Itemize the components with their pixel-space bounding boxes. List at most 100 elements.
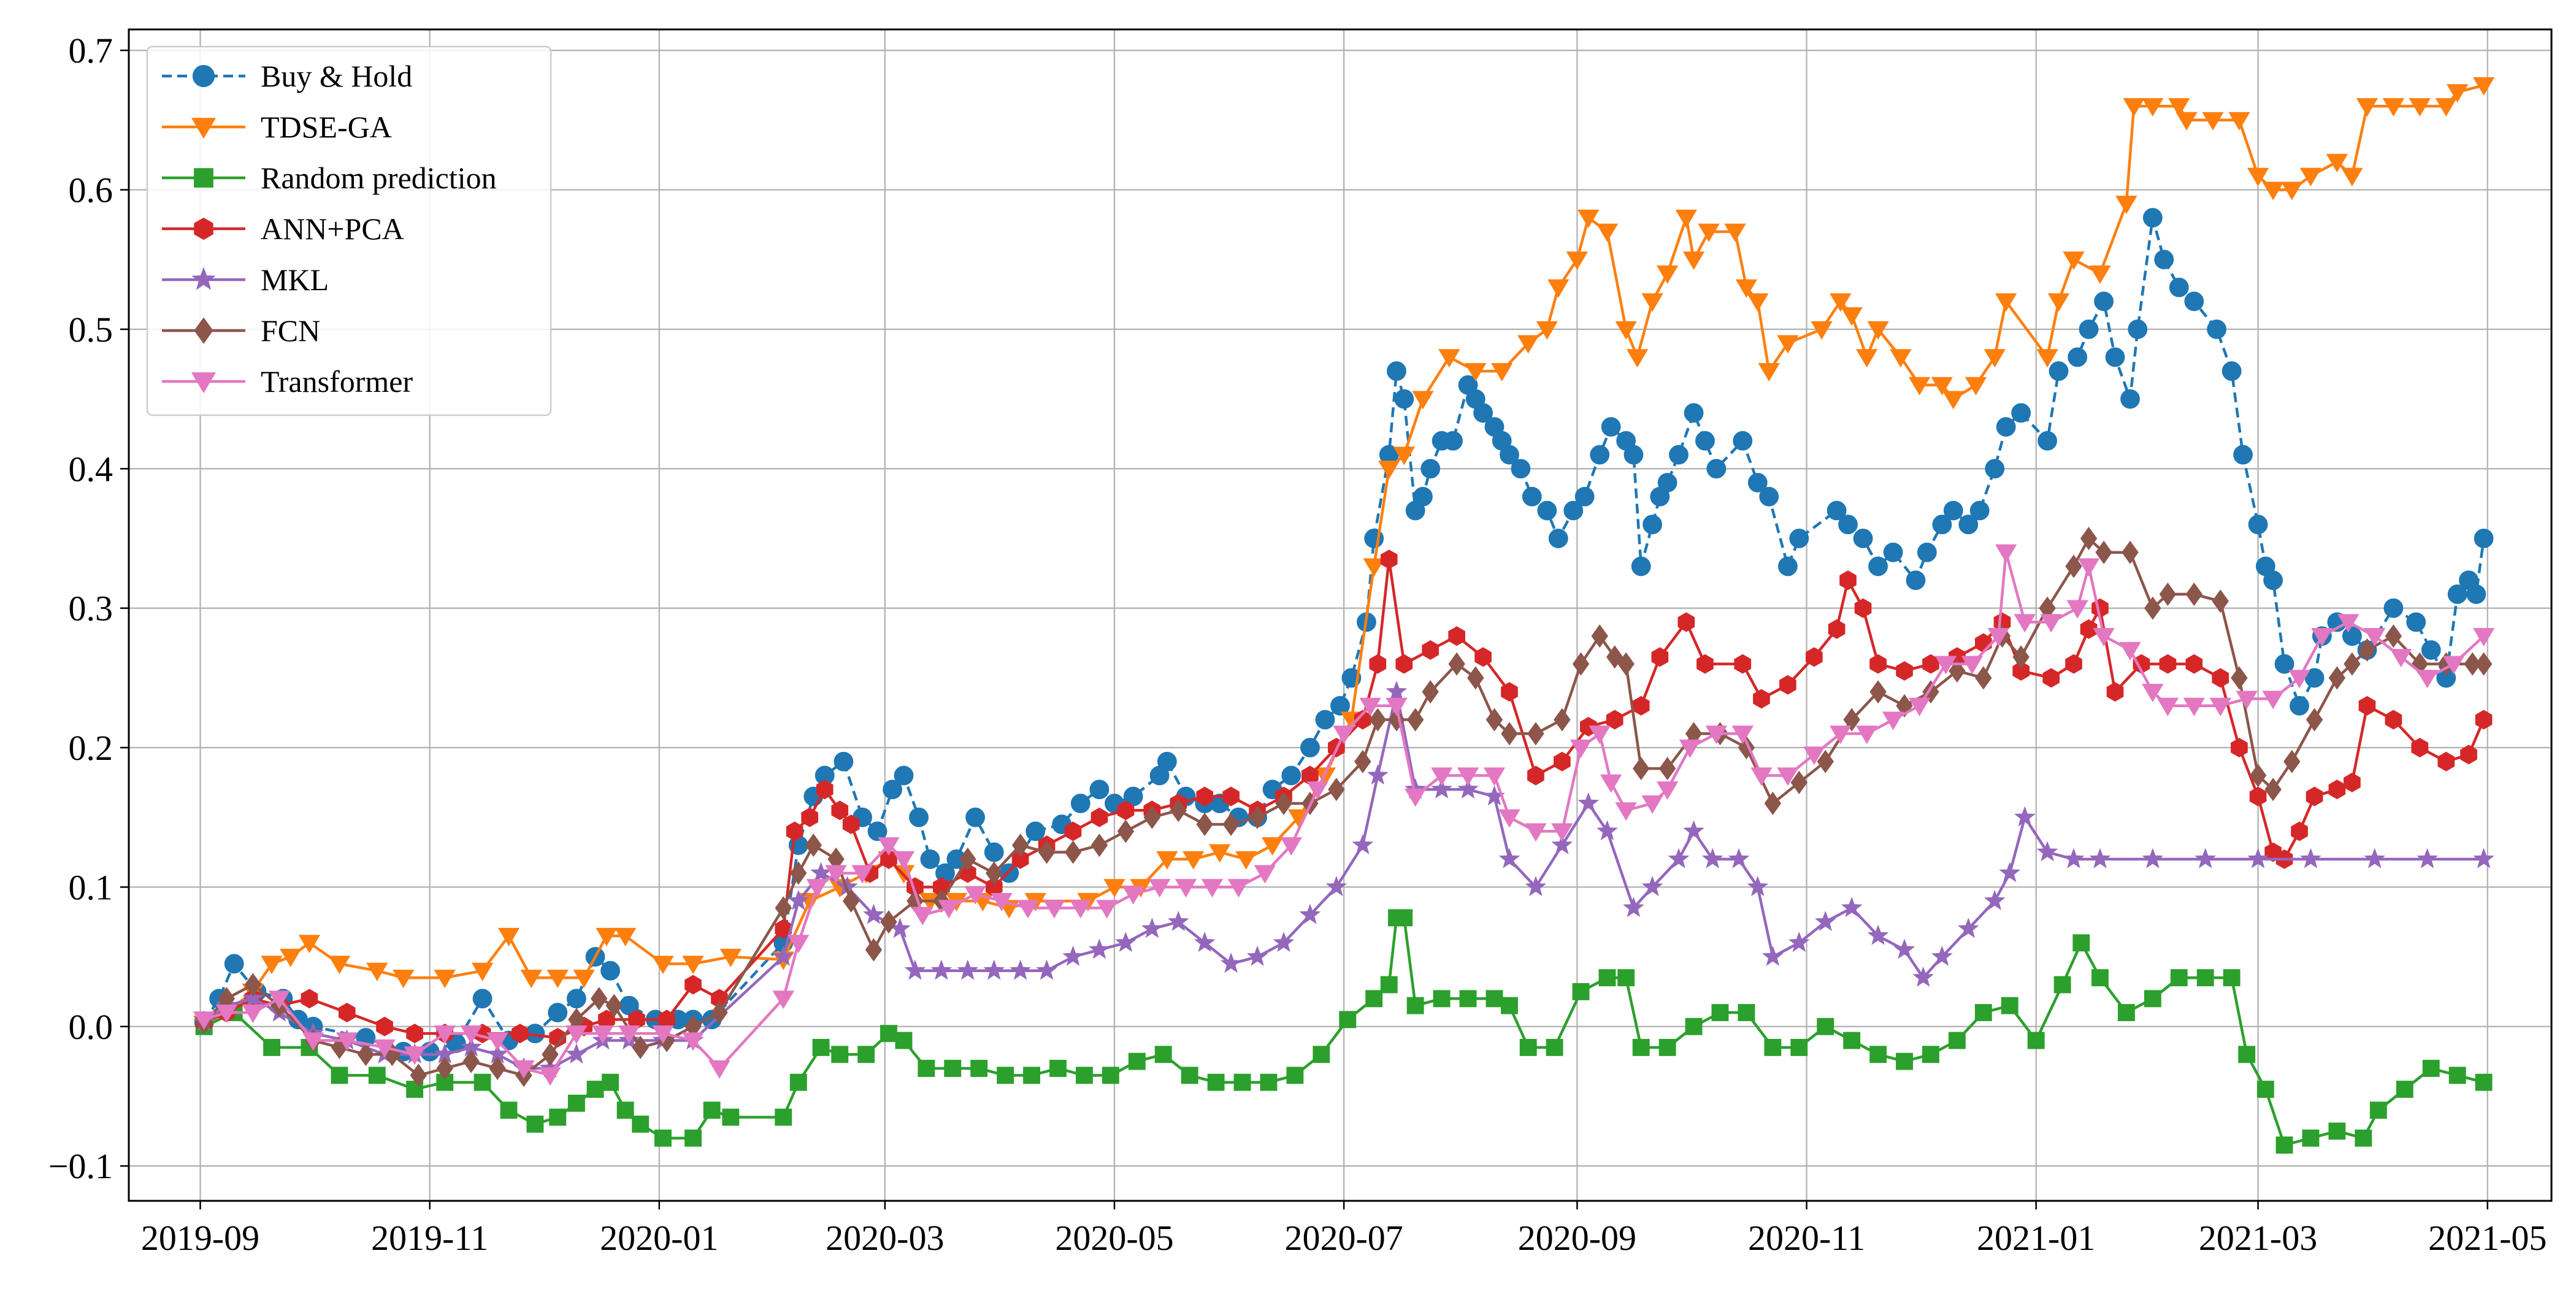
legend-marker [192, 64, 215, 88]
data-point [1537, 500, 1557, 521]
data-point [1222, 786, 1240, 806]
data-point [1457, 778, 1479, 799]
data-point [2446, 84, 2469, 103]
data-point [1220, 952, 1242, 973]
data-point [883, 780, 903, 800]
data-point [2231, 666, 2248, 690]
data-point [600, 960, 620, 981]
data-point [1683, 820, 1704, 841]
data-point [1378, 461, 1400, 480]
data-point [2066, 600, 2088, 619]
data-point [2115, 196, 2137, 215]
data-point [1023, 1067, 1040, 1084]
data-point [1473, 403, 1493, 423]
data-point [867, 821, 887, 841]
legend-label: Random prediction [261, 161, 497, 195]
data-point [2040, 614, 2062, 633]
data-point [1156, 851, 1178, 870]
x-tick-label: 2019-09 [141, 1218, 259, 1258]
data-point [1985, 459, 2005, 479]
data-point [1838, 515, 1858, 535]
legend-label: FCN [261, 313, 320, 348]
data-point [2159, 654, 2177, 674]
data-point [1684, 403, 1704, 423]
data-point [2306, 786, 2323, 806]
data-point [842, 814, 860, 835]
y-tick-label: 0.3 [69, 589, 113, 629]
data-point [1906, 570, 1926, 591]
data-point [566, 989, 586, 1009]
data-point [2128, 319, 2148, 339]
data-point [1777, 335, 1799, 354]
data-point [1367, 764, 1389, 785]
data-point [1369, 654, 1387, 674]
data-point [2262, 691, 2284, 710]
data-point [1931, 945, 1953, 966]
legend-item: ANN+PCA [162, 212, 404, 246]
data-point [1574, 486, 1595, 507]
data-point [1942, 391, 1965, 410]
data-point [1617, 969, 1635, 987]
data-point [1641, 795, 1663, 814]
data-point [2437, 751, 2455, 772]
data-point [1803, 746, 1825, 765]
data-point [2093, 628, 2115, 647]
data-point [1789, 529, 1809, 548]
data-point [1467, 666, 1484, 690]
data-point [489, 1056, 506, 1081]
data-point [2144, 990, 2161, 1008]
data-point [592, 1025, 614, 1044]
data-point [1682, 251, 1705, 270]
data-point [1641, 876, 1663, 897]
data-point [959, 863, 976, 883]
y-tick-label: 0.0 [69, 1007, 113, 1047]
data-point [1091, 807, 1108, 827]
data-point [775, 896, 792, 920]
data-point [1157, 751, 1177, 772]
data-point [1089, 938, 1110, 959]
data-point [2175, 112, 2198, 131]
data-point [1500, 445, 1519, 465]
data-point [2249, 786, 2267, 806]
data-point [1365, 990, 1383, 1008]
data-point [2299, 167, 2322, 186]
data-point [1958, 515, 1979, 535]
data-point [1011, 833, 1029, 857]
data-point [2337, 614, 2359, 633]
data-point [1299, 903, 1321, 924]
data-point [1961, 656, 1984, 675]
data-point [1658, 757, 1676, 781]
data-point [2065, 554, 2082, 578]
plot-frame [128, 28, 2553, 1202]
data-point [1115, 932, 1137, 952]
data-point [1632, 695, 1650, 716]
data-point [1733, 431, 1753, 451]
data-point [2262, 182, 2284, 201]
data-point [2231, 738, 2248, 757]
data-point [472, 989, 493, 1009]
data-point [904, 959, 926, 980]
data-point [215, 1004, 238, 1023]
data-point [1615, 802, 1637, 821]
data-point [1615, 321, 1637, 340]
data-point [1577, 209, 1600, 228]
data-point [1333, 726, 1355, 745]
data-point [1010, 959, 1031, 980]
data-point [2247, 167, 2269, 186]
data-point [2012, 661, 2030, 681]
data-point [1183, 851, 1205, 870]
data-point [842, 889, 860, 913]
legend-box [146, 45, 552, 416]
data-point [1677, 612, 1695, 632]
data-point [1412, 391, 1434, 410]
data-point [2089, 848, 2111, 868]
data-point [1275, 791, 1292, 816]
y-tick-label: 0.1 [69, 867, 113, 907]
data-point [1869, 654, 1887, 674]
data-point [1811, 321, 1833, 340]
data-point [1036, 959, 1057, 980]
data-point [1728, 848, 1750, 868]
data-point [1896, 1052, 1913, 1070]
data-point [1753, 689, 1770, 709]
legend-marker [194, 217, 213, 240]
